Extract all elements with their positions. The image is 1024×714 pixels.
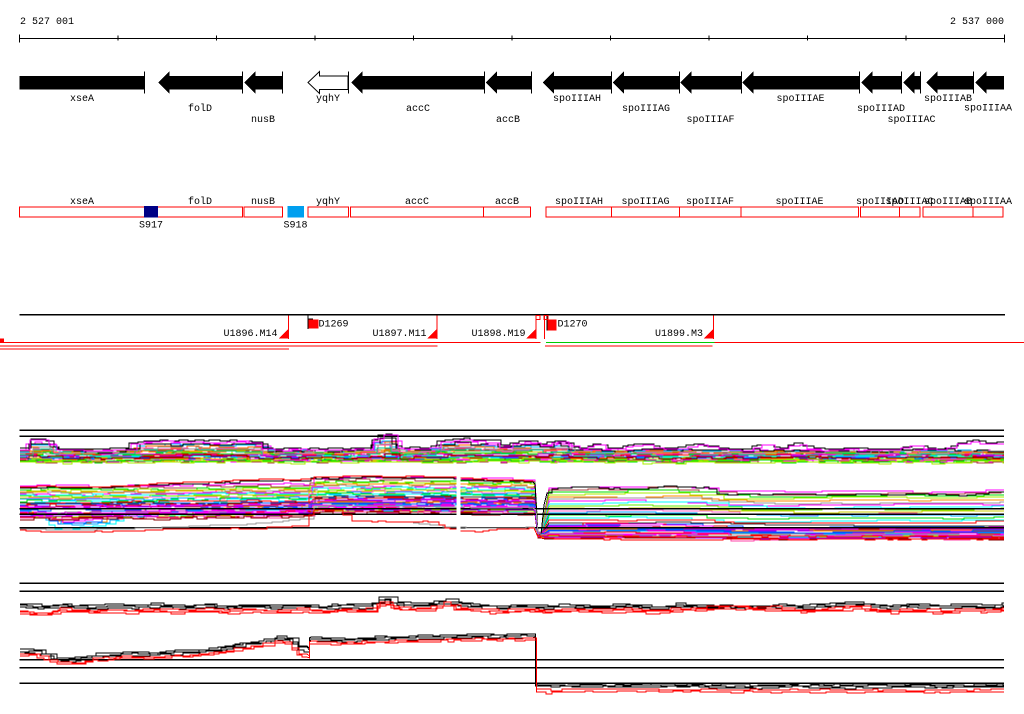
svg-text:spoIIIAF: spoIIIAF bbox=[686, 115, 734, 126]
svg-text:2 537 000: 2 537 000 bbox=[950, 17, 1004, 28]
svg-text:spoIIIAD: spoIIIAD bbox=[856, 197, 904, 208]
svg-text:spoIIIAG: spoIIIAG bbox=[622, 104, 670, 115]
svg-text:D1270: D1270 bbox=[558, 320, 588, 331]
svg-text:accC: accC bbox=[405, 197, 429, 208]
svg-text:spoIIIAE: spoIIIAE bbox=[775, 197, 823, 208]
svg-text:spoIIIAF: spoIIIAF bbox=[686, 197, 734, 208]
svg-text:U1898.M19: U1898.M19 bbox=[471, 329, 525, 340]
svg-text:spoIIIAD: spoIIIAD bbox=[857, 104, 905, 115]
svg-text:spoIIIAB: spoIIIAB bbox=[924, 197, 972, 208]
svg-text:spoIIIAC: spoIIIAC bbox=[885, 197, 933, 208]
svg-text:U1899.M3: U1899.M3 bbox=[655, 329, 703, 340]
svg-text:spoIIIAE: spoIIIAE bbox=[776, 94, 824, 105]
svg-text:S917: S917 bbox=[139, 221, 163, 232]
svg-text:spoIIIAH: spoIIIAH bbox=[553, 94, 601, 105]
svg-text:xseA: xseA bbox=[70, 94, 94, 105]
svg-text:spoIIIAA: spoIIIAA bbox=[964, 104, 1012, 115]
svg-text:2 527 001: 2 527 001 bbox=[20, 17, 74, 28]
svg-text:yqhY: yqhY bbox=[316, 93, 340, 105]
svg-text:U1897.M11: U1897.M11 bbox=[372, 329, 426, 340]
svg-text:folD: folD bbox=[188, 196, 212, 208]
svg-text:U1896.M14: U1896.M14 bbox=[223, 329, 277, 340]
svg-text:folD: folD bbox=[188, 103, 212, 115]
svg-text:accB: accB bbox=[495, 197, 519, 208]
svg-text:accC: accC bbox=[406, 104, 430, 115]
svg-text:spoIIIAA: spoIIIAA bbox=[964, 197, 1012, 208]
svg-text:spoIIIAC: spoIIIAC bbox=[887, 115, 935, 126]
svg-text:nusB: nusB bbox=[251, 197, 275, 208]
svg-text:spoIIIAB: spoIIIAB bbox=[924, 94, 972, 105]
svg-text:xseA: xseA bbox=[70, 197, 94, 208]
svg-text:spoIIIAH: spoIIIAH bbox=[555, 197, 603, 208]
svg-text:spoIIIAG: spoIIIAG bbox=[621, 197, 669, 208]
svg-text:yqhY: yqhY bbox=[316, 196, 340, 208]
svg-text:accB: accB bbox=[496, 115, 520, 126]
svg-text:nusB: nusB bbox=[251, 115, 275, 126]
svg-text:D1269: D1269 bbox=[319, 320, 349, 331]
svg-text:S918: S918 bbox=[283, 221, 307, 232]
